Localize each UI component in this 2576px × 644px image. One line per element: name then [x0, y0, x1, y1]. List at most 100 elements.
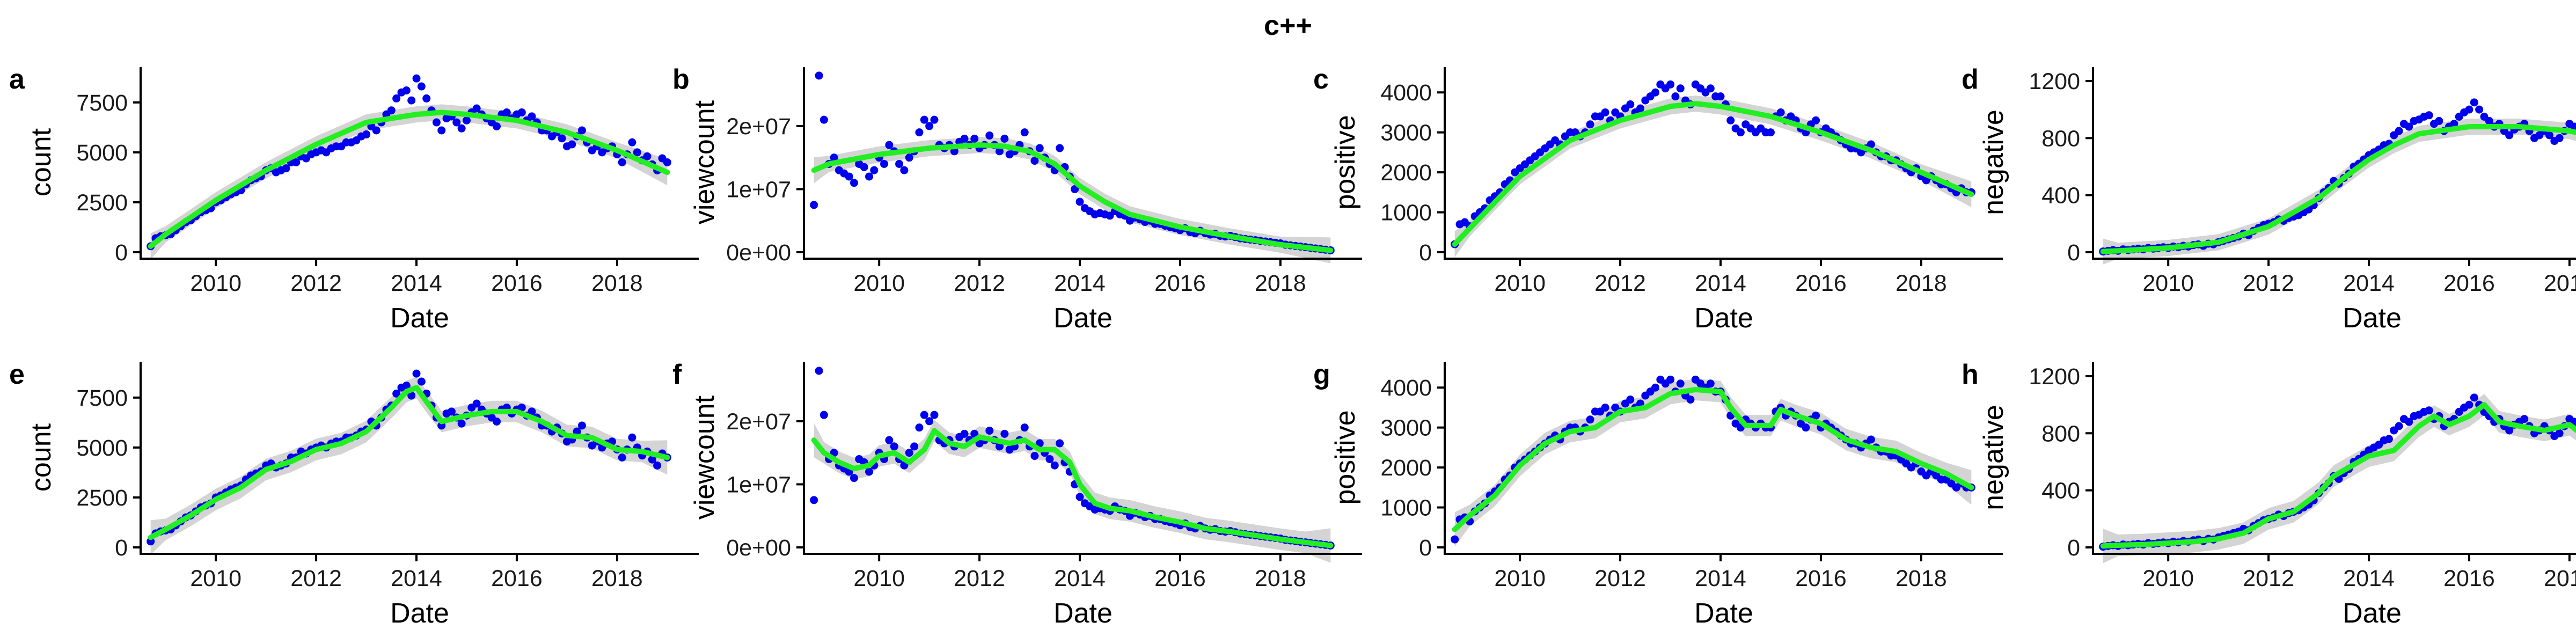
data-point: [2520, 415, 2529, 423]
x-tick-label: 2010: [190, 566, 241, 591]
smooth-line-h: [2100, 402, 2576, 549]
data-point: [2405, 122, 2413, 131]
x-tick-label: 2016: [1795, 566, 1847, 591]
x-tick-label: 2012: [290, 270, 342, 296]
data-point: [2425, 111, 2433, 120]
data-point: [2545, 131, 2553, 140]
data-point: [643, 152, 652, 160]
x-tick-label: 2018: [2544, 566, 2576, 591]
data-point: [387, 106, 396, 115]
data-point: [915, 128, 924, 137]
data-point: [890, 442, 898, 451]
data-point: [1706, 84, 1715, 93]
x-tick-label: 2016: [1154, 566, 1206, 591]
smooth-line-d: [2100, 124, 2576, 254]
data-point: [895, 159, 904, 168]
y-axis-title-d: negative: [1978, 109, 2009, 215]
x-tick-label: 2018: [1896, 566, 1947, 591]
data-point: [1030, 452, 1039, 460]
x-tick-label: 2014: [391, 270, 442, 296]
data-point: [850, 474, 858, 482]
data-point: [1020, 128, 1029, 137]
data-point: [995, 442, 1004, 451]
data-point: [517, 403, 526, 412]
y-axis-title-h: negative: [1978, 405, 2009, 510]
data-point: [282, 164, 290, 173]
data-point: [437, 126, 446, 135]
y-tick-label: 4000: [1380, 80, 1432, 106]
confidence-band-a: [150, 104, 668, 259]
panel-c: c 0 1000 2000 3000 4000 2010 2012 2014 2016 2018 Da…: [1313, 64, 2003, 334]
x-axis-title-f: Date: [1053, 598, 1113, 629]
data-point: [1766, 128, 1775, 137]
data-point: [819, 115, 828, 124]
x-tick-label: 2018: [1255, 270, 1306, 296]
x-tick-label: 2012: [954, 566, 1005, 591]
data-point: [1636, 104, 1644, 113]
data-point: [457, 124, 466, 133]
y-axis-title-f: viewcount: [689, 395, 720, 519]
panel-h: h 0 400 800 1200 2010 2012 2014 2016 2018 Date nega…: [1962, 359, 2576, 629]
data-point: [885, 436, 894, 444]
x-tick-label: 2010: [853, 566, 905, 591]
data-point: [1651, 88, 1660, 97]
x-tick-label: 2014: [391, 566, 442, 591]
data-point: [2465, 105, 2473, 114]
panel-e: e 0 2500 5000 7500 2010 2012 2014 2016 2018 Date co…: [9, 359, 699, 629]
data-point: [2465, 400, 2473, 409]
x-axis-title-d: Date: [2343, 303, 2402, 334]
data-point: [292, 158, 301, 166]
y-tick-label: 2000: [1380, 455, 1432, 481]
y-axis-title-b: viewcount: [689, 100, 720, 224]
data-point: [1000, 134, 1009, 143]
data-point: [1671, 92, 1680, 101]
panel-g: g 0 1000 2000 3000 4000 2010 2012 2014 2016 2018 Da…: [1313, 359, 2003, 629]
y-tick-label: 7500: [76, 385, 128, 411]
data-point: [985, 427, 994, 435]
x-tick-label: 2018: [591, 270, 643, 296]
y-tick-label: 2e+07: [726, 409, 791, 435]
data-point: [653, 461, 662, 470]
panel-letter-g: g: [1313, 359, 1330, 390]
y-tick-label: 1000: [1380, 200, 1432, 226]
data-point: [930, 411, 939, 419]
data-point: [1867, 140, 1875, 149]
data-point: [1601, 108, 1609, 116]
y-tick-label: 5000: [76, 140, 128, 166]
data-point: [2570, 122, 2576, 131]
data-point: [1045, 455, 1054, 463]
data-point: [2470, 98, 2478, 107]
data-point: [930, 115, 939, 124]
y-axis-title-g: positive: [1330, 410, 1361, 504]
x-axis-title-g: Date: [1694, 598, 1753, 629]
y-tick-label: 1200: [2029, 364, 2080, 390]
x-tick-label: 2014: [1054, 270, 1106, 296]
x-tick-label: 2010: [1494, 566, 1546, 591]
data-point: [407, 96, 416, 105]
data-point: [663, 158, 671, 166]
data-point: [910, 442, 919, 451]
x-axis-title-h: Date: [2343, 598, 2402, 629]
data-point: [577, 126, 586, 135]
x-axis-title-a: Date: [390, 303, 449, 334]
data-point: [392, 94, 401, 103]
confidence-band-b: [814, 137, 1331, 264]
x-tick-label: 2014: [1054, 566, 1106, 591]
x-tick-label: 2016: [1154, 270, 1206, 296]
data-point: [422, 94, 431, 103]
x-tick-label: 2012: [290, 566, 342, 591]
x-axis-title-b: Date: [1053, 303, 1113, 334]
data-point: [1071, 185, 1079, 193]
data-point: [920, 411, 928, 419]
data-point: [568, 140, 576, 149]
data-point: [845, 172, 853, 181]
data-point: [1030, 157, 1039, 165]
data-point: [432, 118, 441, 127]
y-tick-label: 1e+07: [726, 472, 791, 497]
data-point: [457, 419, 466, 428]
panel-b: b 0e+00 1e+07 2e+07 2010 2012 2014 2016 2018 Date…: [672, 64, 1362, 334]
data-point: [2555, 134, 2564, 142]
data-point: [830, 153, 838, 162]
panel-letter-d: d: [1962, 64, 1979, 95]
